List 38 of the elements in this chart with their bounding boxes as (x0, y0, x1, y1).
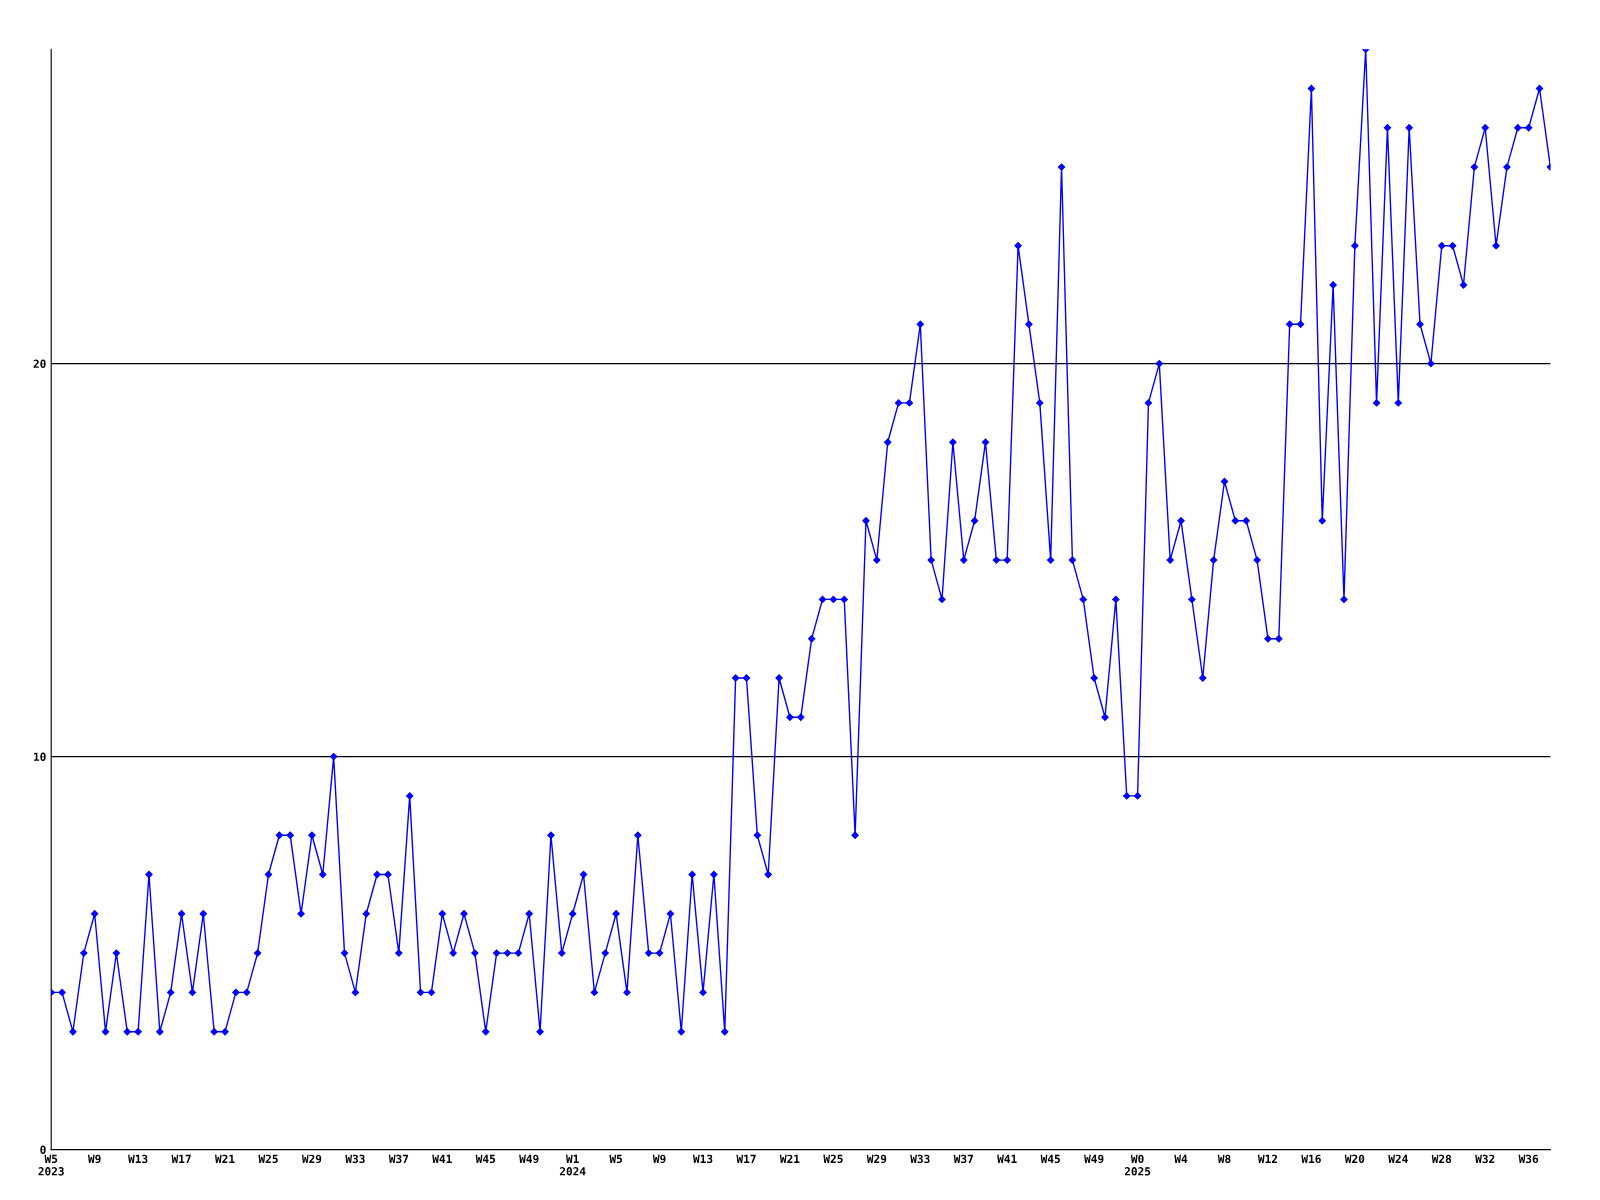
x-tick-label: W28 (1431, 1154, 1452, 1164)
x-tick-label: W33 (345, 1154, 365, 1164)
x-tick-label: W49 (519, 1154, 539, 1164)
x-tick-label: W41 (432, 1154, 452, 1163)
x-tick-label: W21 (779, 1154, 800, 1163)
x-tick-label: W20 (1344, 1154, 1365, 1164)
x-tick-label: W21 (214, 1154, 235, 1163)
x-tick-label: W33 (910, 1154, 930, 1164)
y-tick-label: 10 (33, 752, 46, 761)
x-tick-label: W29 (301, 1154, 322, 1164)
x-tick-label: W17 (171, 1154, 191, 1163)
x-tick-label: W49 (1084, 1154, 1104, 1164)
x-tick-label: W5 (609, 1154, 623, 1164)
x-tick-label: W13 (128, 1154, 148, 1164)
x-tick-label: W37 (953, 1154, 973, 1164)
x-tick-label: W1 2024 (559, 1154, 586, 1176)
y-tick-label: 0 (40, 1145, 46, 1154)
x-tick-label: W8 (1217, 1154, 1231, 1164)
x-tick-label: W12 (1257, 1154, 1278, 1163)
x-tick-label: W41 (997, 1154, 1017, 1163)
x-tick-label: W0 2025 (1124, 1154, 1151, 1176)
x-tick-label: W17 (736, 1154, 756, 1163)
y-tick-label: 20 (33, 359, 46, 368)
x-tick-label: W4 (1174, 1154, 1188, 1163)
x-tick-label: W9 (652, 1154, 666, 1164)
x-tick-label: W32 (1475, 1154, 1495, 1164)
x-tick-label: W5 2023 (38, 1154, 64, 1176)
x-tick-label: W45 (475, 1154, 496, 1164)
x-tick-label: W24 (1388, 1154, 1408, 1163)
x-tick-label: W29 (866, 1154, 887, 1164)
x-tick-label: W45 (1040, 1154, 1060, 1164)
x-tick-label: W37 (388, 1154, 409, 1164)
x-tick-label: W36 (1518, 1154, 1539, 1164)
x-tick-label: W25 (823, 1154, 843, 1164)
x-tick-label: W13 (692, 1154, 713, 1164)
x-tick-label: W9 (87, 1154, 101, 1164)
x-tick-label: W16 (1301, 1154, 1321, 1164)
x-tick-label: W25 (258, 1154, 278, 1164)
